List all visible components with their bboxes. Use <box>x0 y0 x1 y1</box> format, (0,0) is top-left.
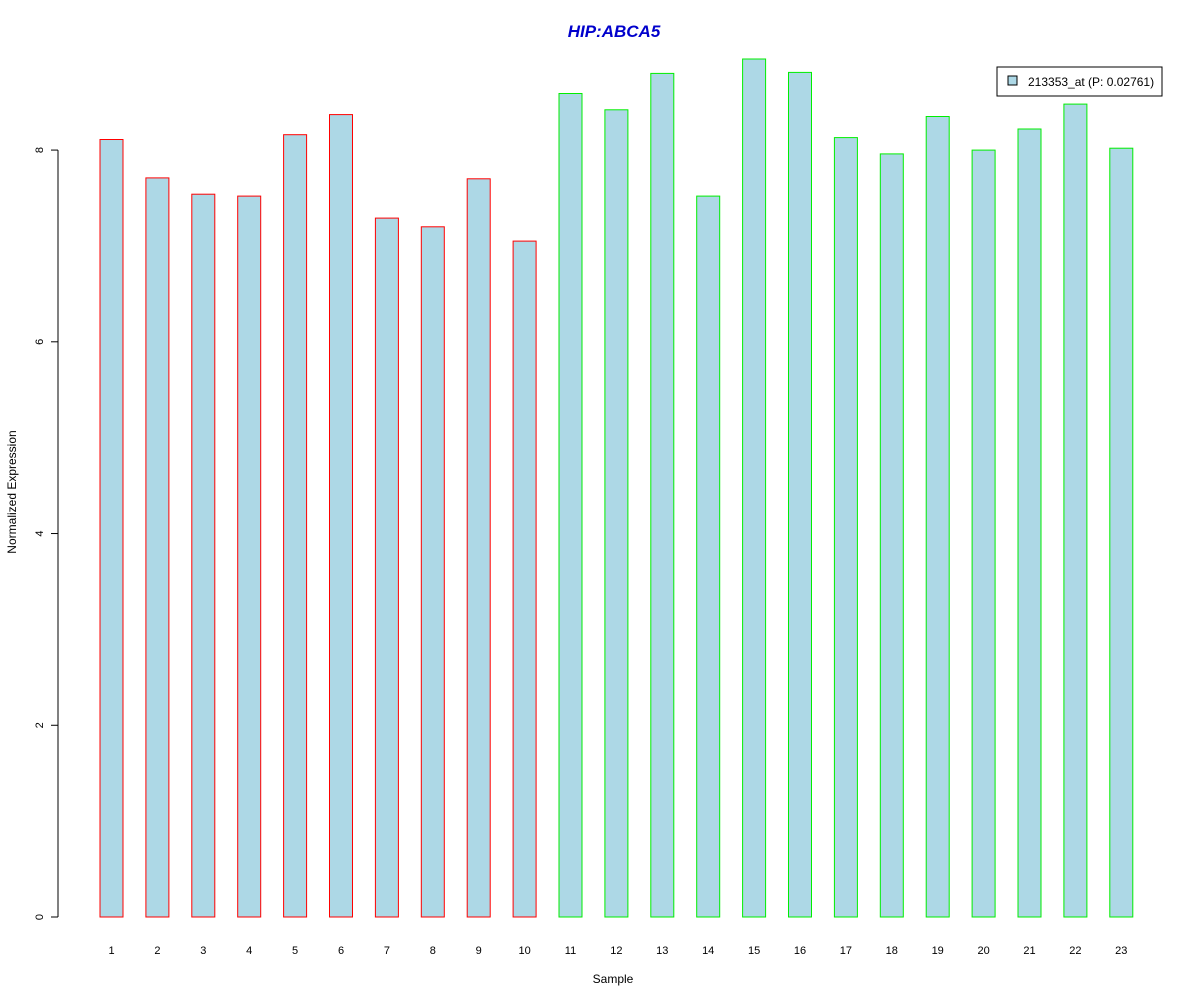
x-tick-label: 11 <box>565 945 576 957</box>
legend: 213353_at (P: 0.02761) <box>996 66 1163 97</box>
bar-sample-2 <box>145 177 170 918</box>
x-tick-label: 16 <box>794 945 806 957</box>
x-tick-label: 12 <box>610 945 622 957</box>
x-tick-label: 18 <box>886 945 898 957</box>
x-tick-label: 15 <box>748 945 760 957</box>
bar-sample-3 <box>191 193 216 918</box>
bar-sample-19 <box>925 116 950 918</box>
y-axis-label: Normalized Expression <box>5 430 19 553</box>
x-tick-label: 6 <box>338 945 344 957</box>
bar-sample-14 <box>696 195 721 918</box>
chart-title: HIP:ABCA5 <box>568 22 661 41</box>
bar-sample-15 <box>742 58 767 918</box>
bar-sample-11 <box>558 93 583 918</box>
bar-sample-17 <box>833 137 858 918</box>
x-tick-label: 9 <box>476 945 482 957</box>
bar-sample-13 <box>650 72 675 918</box>
y-tick-label: 8 <box>34 147 46 153</box>
legend-label: 213353_at (P: 0.02761) <box>1028 75 1154 89</box>
x-tick-label: 7 <box>384 945 390 957</box>
y-tick-label: 0 <box>34 914 46 920</box>
bar-sample-9 <box>466 178 491 918</box>
legend-box <box>996 66 1163 97</box>
x-tick-label: 2 <box>154 945 160 957</box>
y-tick-label: 4 <box>34 530 46 536</box>
x-tick-label: 14 <box>702 945 714 957</box>
x-tick-label: 1 <box>108 945 114 957</box>
x-tick-label: 20 <box>977 945 989 957</box>
bar-sample-10 <box>512 240 537 918</box>
bar-sample-12 <box>604 109 629 918</box>
bar-sample-1 <box>99 139 124 918</box>
y-axis: 0 2 4 6 8 <box>34 147 59 920</box>
bar-sample-21 <box>1017 128 1042 918</box>
x-tick-label: 5 <box>292 945 298 957</box>
bar-sample-5 <box>283 134 308 918</box>
x-tick-label: 13 <box>656 945 668 957</box>
x-tick-label: 17 <box>840 945 852 957</box>
x-tick-label: 22 <box>1069 945 1081 957</box>
bar-sample-8 <box>420 226 445 918</box>
bar-sample-16 <box>788 71 812 918</box>
x-tick-label: 23 <box>1115 945 1127 957</box>
bars <box>99 58 1134 918</box>
x-tick-label: 10 <box>518 945 530 957</box>
y-tick-label: 2 <box>34 722 46 728</box>
bar-sample-23 <box>1109 147 1134 918</box>
x-axis-label: Sample <box>593 972 634 986</box>
bar-sample-20 <box>971 149 996 918</box>
x-tick-label: 3 <box>200 945 206 957</box>
x-tick-label: 19 <box>932 945 944 957</box>
x-tick-label: 4 <box>246 945 252 957</box>
y-tick-label: 6 <box>34 339 46 345</box>
bar-sample-6 <box>329 114 353 918</box>
legend-swatch <box>1007 75 1018 86</box>
bar-sample-18 <box>879 153 904 918</box>
bar-sample-4 <box>237 195 262 918</box>
bar-sample-22 <box>1063 103 1088 918</box>
bar-sample-7 <box>374 217 399 918</box>
x-tick-label: 21 <box>1023 945 1035 957</box>
x-tick-label: 8 <box>430 945 436 957</box>
x-tick-labels: 1 2 3 4 5 6 7 8 9 10 11 12 13 14 15 16 17 18 19 20 21 22 23 <box>108 945 1127 957</box>
